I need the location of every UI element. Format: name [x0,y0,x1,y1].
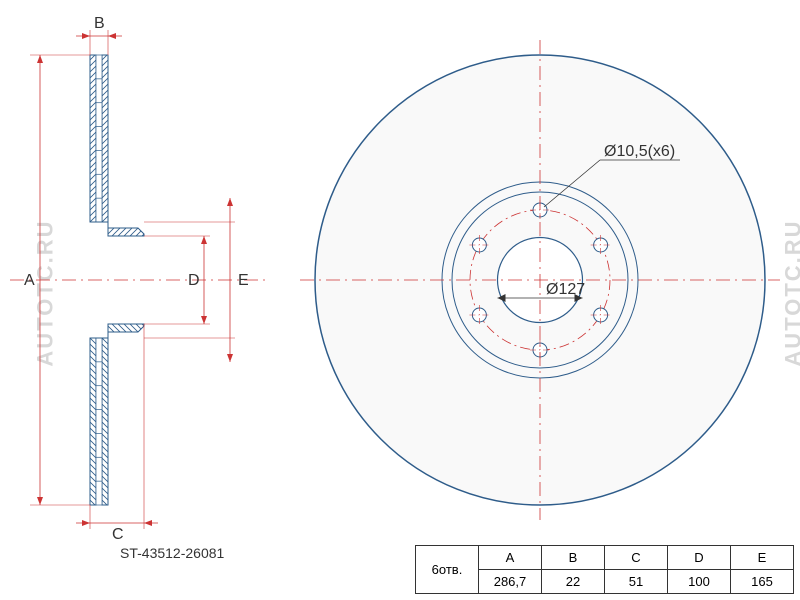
svg-text:D: D [188,272,200,289]
svg-text:C: C [112,526,124,543]
svg-text:E: E [238,272,249,289]
dimension-table: 6отв. A B C D E 286,7 22 51 100 165 [415,545,794,594]
svg-text:A: A [24,272,35,289]
svg-text:Ø127: Ø127 [546,281,585,298]
front-view: Ø127 Ø10,5(x6) [280,20,800,540]
table-row: 6отв. A B C D E [416,546,794,570]
col-B: B [542,546,605,570]
val-E: 165 [731,570,794,594]
svg-text:Ø10,5(x6): Ø10,5(x6) [604,143,675,160]
val-D: 100 [668,570,731,594]
val-A: 286,7 [479,570,542,594]
val-C: 51 [605,570,668,594]
table-header-prefix: 6отв. [416,546,479,594]
val-B: 22 [542,570,605,594]
col-E: E [731,546,794,570]
side-view: A E D B C [0,0,280,560]
svg-text:B: B [94,15,105,32]
col-C: C [605,546,668,570]
part-number: ST-43512-26081 [120,545,224,561]
col-D: D [668,546,731,570]
col-A: A [479,546,542,570]
